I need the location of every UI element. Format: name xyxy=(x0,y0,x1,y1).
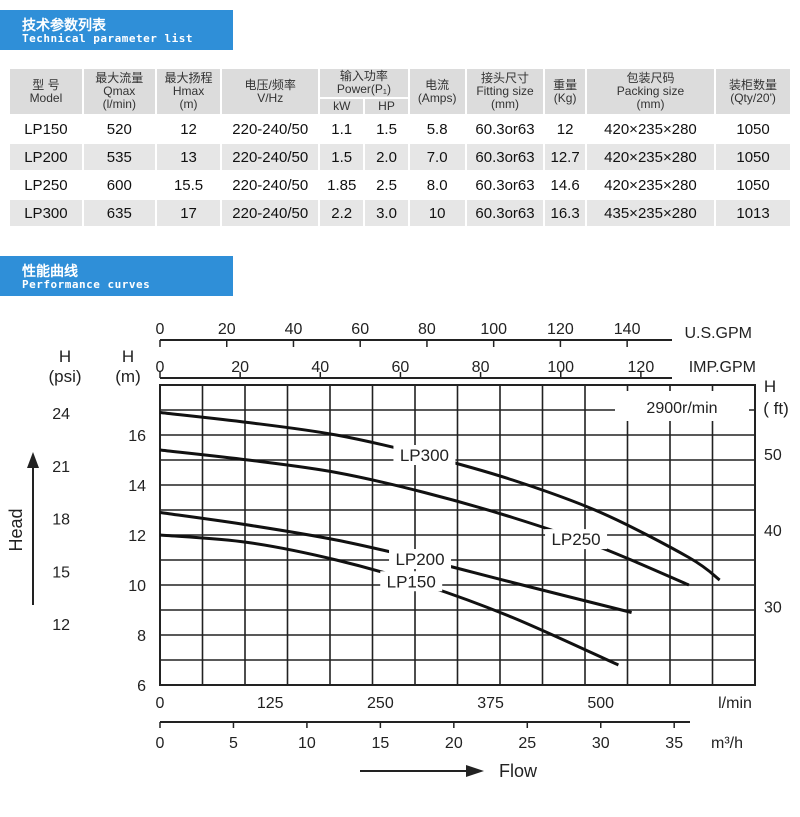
impgpm-tick-label: 100 xyxy=(547,359,574,376)
series-label-bg xyxy=(389,549,452,569)
y-axis-unit-ft: ( ft) xyxy=(763,399,789,418)
th-power: 输入功率 Power(P₁) xyxy=(318,67,410,99)
technical-parameter-header: 技术参数列表 Technical parameter list xyxy=(0,10,233,50)
usgpm-tick-label: 80 xyxy=(418,321,436,338)
m3h-tick-label: 20 xyxy=(445,735,463,752)
th-voltage: 电压/频率 V/Hz xyxy=(220,67,321,116)
th-qmax: 最大流量 Qmax (l/min) xyxy=(81,67,157,116)
performance-chart: 2900r/min LP300 LP250 LP200 LP150 6 8 10 12 14 16 H… xyxy=(6,321,789,781)
series-label-lp300: LP300 xyxy=(400,446,449,465)
y-axis-unit-psi: (psi) xyxy=(48,367,81,386)
y-tick-label-psi: 18 xyxy=(52,512,70,529)
usgpm-axis-label: U.S.GPM xyxy=(684,325,752,342)
impgpm-axis-label: IMP.GPM xyxy=(689,359,756,376)
y-tick-label-m: 16 xyxy=(128,428,146,445)
y-tick-label-psi: 21 xyxy=(52,459,70,476)
speed-annotation: 2900r/min xyxy=(646,400,717,417)
series-label-bg xyxy=(380,571,443,592)
usgpm-tick-label: 100 xyxy=(480,321,507,338)
impgpm-tick-label: 0 xyxy=(156,359,165,376)
head-axis-title: Head xyxy=(6,508,26,551)
y-tick-label-m: 12 xyxy=(128,528,146,545)
x-axis-unit-lmin: l/min xyxy=(718,695,752,712)
impgpm-tick-label: 120 xyxy=(628,359,655,376)
flow-axis-title: Flow xyxy=(499,761,538,781)
series-line-lp300 xyxy=(159,411,721,582)
th-fitting: 接头尺寸 Fitting size (mm) xyxy=(464,67,546,116)
series-label-lp150: LP150 xyxy=(387,572,436,591)
table-row: LP150 520 12 220-240/50 1.1 1.5 5.8 60.3or63 1… xyxy=(8,114,792,144)
x-tick-label: 0 xyxy=(156,695,165,712)
m3h-tick-label: 25 xyxy=(518,735,536,752)
y-tick-label-m: 8 xyxy=(137,628,146,645)
m3h-tick-label: 30 xyxy=(592,735,610,752)
x-tick-label: 500 xyxy=(587,695,614,712)
th-current: 电流 (Amps) xyxy=(407,67,467,116)
impgpm-tick-label: 80 xyxy=(472,359,490,376)
section-title-en: Technical parameter list xyxy=(22,32,193,45)
x-tick-label: 125 xyxy=(257,695,284,712)
y-axis-unit-m-h: H xyxy=(122,347,134,366)
y-axis-unit-ft-h: H xyxy=(764,377,776,396)
y-tick-label-m: 14 xyxy=(128,478,146,495)
m3h-tick-label: 35 xyxy=(665,735,683,752)
section-title-en: Performance curves xyxy=(22,278,151,291)
m3h-axis-label: m³/h xyxy=(711,735,743,752)
usgpm-tick-label: 140 xyxy=(614,321,641,338)
m3h-tick-label: 10 xyxy=(298,735,316,752)
y-axis-unit-m: (m) xyxy=(115,367,140,386)
series-label-lp250: LP250 xyxy=(551,530,600,549)
th-container: 装柜数量 (Qty/20') xyxy=(714,67,792,116)
x-tick-label: 375 xyxy=(477,695,504,712)
y-tick-label-psi: 12 xyxy=(52,617,70,634)
table-row: LP250 600 15.5 220-240/50 1.85 2.5 8.0 60.3or… xyxy=(8,170,792,200)
m3h-tick-label: 0 xyxy=(156,735,165,752)
y-tick-label-ft: 40 xyxy=(764,523,782,540)
table-row: LP200 535 13 220-240/50 1.5 2.0 7.0 60.3or63 1… xyxy=(8,142,792,172)
head-arrow-icon xyxy=(27,452,39,468)
th-kw: kW xyxy=(318,97,366,116)
m3h-tick-label: 5 xyxy=(229,735,238,752)
series-label-bg xyxy=(393,445,456,465)
usgpm-tick-label: 20 xyxy=(218,321,236,338)
impgpm-tick-label: 40 xyxy=(311,359,329,376)
usgpm-tick-label: 60 xyxy=(351,321,369,338)
annotation-bg xyxy=(615,391,749,421)
x-tick-label: 250 xyxy=(367,695,394,712)
y-tick-label-m: 10 xyxy=(128,578,146,595)
usgpm-tick-label: 40 xyxy=(285,321,303,338)
series-label-bg xyxy=(545,529,608,550)
usgpm-tick-label: 0 xyxy=(156,321,165,338)
y-tick-label-ft: 50 xyxy=(764,447,782,464)
y-tick-label-psi: 15 xyxy=(52,564,70,581)
impgpm-tick-label: 20 xyxy=(231,359,249,376)
th-hp: HP xyxy=(363,97,410,116)
performance-curves-header: 性能曲线 Performance curves xyxy=(0,256,233,296)
section-title-cn: 技术参数列表 xyxy=(22,18,106,34)
th-model: 型 号 Model xyxy=(8,67,84,116)
y-tick-label-m: 6 xyxy=(137,678,146,695)
y-tick-label-psi: 24 xyxy=(52,406,70,423)
section-title-cn: 性能曲线 xyxy=(22,264,78,280)
y-tick-label-ft: 30 xyxy=(764,599,782,616)
th-hmax: 最大扬程 Hmax (m) xyxy=(154,67,223,116)
impgpm-tick-label: 60 xyxy=(392,359,410,376)
flow-arrow-icon xyxy=(466,765,484,777)
th-packing: 包装尺码 Packing size (mm) xyxy=(584,67,717,116)
m3h-tick-label: 15 xyxy=(371,735,389,752)
th-weight: 重量 (Kg) xyxy=(543,67,587,116)
spec-table: 型 号 Model 最大流量 Qmax (l/min) 最大扬程 Hmax (m… xyxy=(8,67,792,228)
table-row: LP300 635 17 220-240/50 2.2 3.0 10 60.3or63 16… xyxy=(8,198,792,228)
series-label-lp200: LP200 xyxy=(395,550,444,569)
y-axis-unit-psi-h: H xyxy=(59,347,71,366)
usgpm-tick-label: 120 xyxy=(547,321,574,338)
